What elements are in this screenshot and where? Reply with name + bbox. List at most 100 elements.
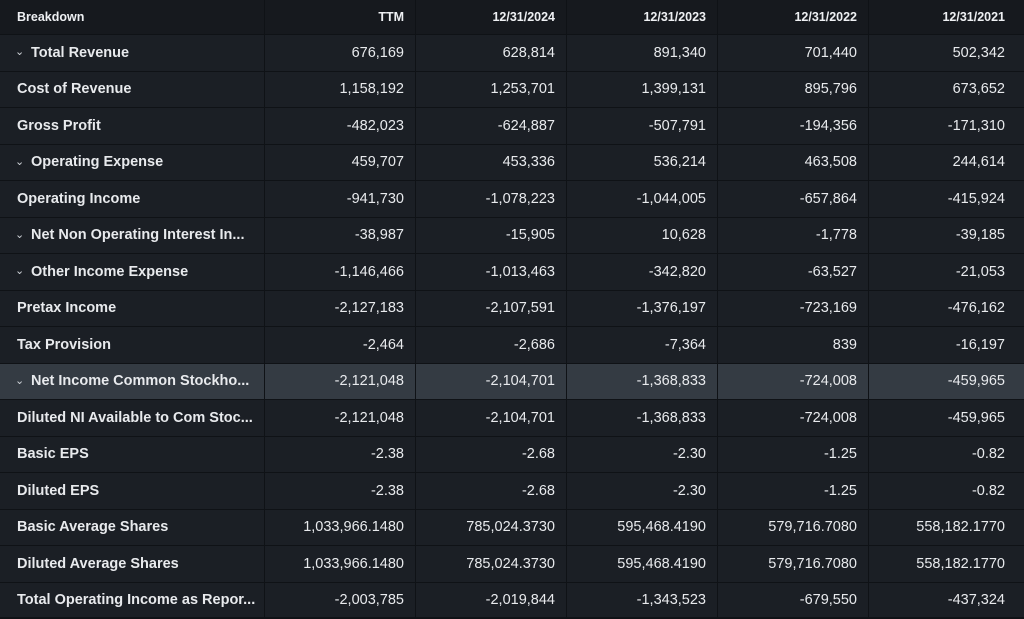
row-label-text: Tax Provision: [17, 337, 111, 353]
value-cell: -7,364: [567, 327, 718, 363]
value-cell: -1,376,197: [567, 291, 718, 327]
value-cell: 676,169: [265, 35, 416, 71]
row-label-text: Diluted EPS: [17, 483, 99, 499]
table-row: Pretax Income-2,127,183-2,107,591-1,376,…: [0, 291, 1024, 328]
column-header-2024[interactable]: 12/31/2024: [416, 0, 567, 34]
table-row[interactable]: ⌄ Net Non Operating Interest In... -38,987…: [0, 218, 1024, 255]
value-cell: 595,468.4190: [567, 546, 718, 582]
value-cell: -63,527: [718, 254, 869, 290]
table-header: Breakdown TTM 12/31/2024 12/31/2023 12/3…: [0, 0, 1024, 35]
value-cell: -2,121,048: [265, 400, 416, 436]
value-cell: -38,987: [265, 218, 416, 254]
value-cell: 785,024.3730: [416, 546, 567, 582]
row-label: Diluted EPS: [0, 473, 265, 509]
value-cell: 839: [718, 327, 869, 363]
table-row: Total Operating Income as Repor...-2,003…: [0, 583, 1024, 619]
value-cell: -459,965: [869, 400, 1022, 436]
value-cell: -1,013,463: [416, 254, 567, 290]
row-label[interactable]: ⌄Total Revenue: [0, 35, 265, 71]
row-label-text: Net Income Common Stockho...: [31, 373, 249, 389]
row-label: Operating Income: [0, 181, 265, 217]
value-cell: -194,356: [718, 108, 869, 144]
value-cell: -724,008: [718, 364, 869, 400]
value-cell: 1,033,966.1480: [265, 510, 416, 546]
row-label-text: Other Income Expense: [31, 264, 188, 280]
value-cell: -415,924: [869, 181, 1022, 217]
row-label[interactable]: ⌄ Other Income Expense: [0, 254, 265, 290]
row-label-text: Cost of Revenue: [17, 81, 131, 97]
value-cell: 595,468.4190: [567, 510, 718, 546]
row-label: Basic EPS: [0, 437, 265, 473]
value-cell: 579,716.7080: [718, 546, 869, 582]
row-label: Tax Provision: [0, 327, 265, 363]
column-header-2022[interactable]: 12/31/2022: [718, 0, 869, 34]
value-cell: -437,324: [869, 583, 1022, 619]
value-cell: -482,023: [265, 108, 416, 144]
value-cell: 701,440: [718, 35, 869, 71]
value-cell: -2.30: [567, 437, 718, 473]
value-cell: 579,716.7080: [718, 510, 869, 546]
value-cell: 1,399,131: [567, 72, 718, 108]
value-cell: 558,182.1770: [869, 546, 1022, 582]
value-cell: -2,003,785: [265, 583, 416, 619]
row-label-text: Net Non Operating Interest In...: [31, 227, 245, 243]
value-cell: -2,104,701: [416, 364, 567, 400]
value-cell: -2.38: [265, 437, 416, 473]
value-cell: 1,158,192: [265, 72, 416, 108]
chevron-down-icon[interactable]: ⌄: [15, 45, 27, 58]
row-label-text: Operating Income: [17, 191, 140, 207]
value-cell: -1,044,005: [567, 181, 718, 217]
row-label[interactable]: ⌄ Net Income Common Stockho...: [0, 364, 265, 400]
value-cell: -15,905: [416, 218, 567, 254]
value-cell: -624,887: [416, 108, 567, 144]
row-label: Gross Profit: [0, 108, 265, 144]
chevron-down-icon[interactable]: ⌄: [15, 264, 27, 277]
chevron-down-icon[interactable]: ⌄: [15, 155, 27, 168]
value-cell: -723,169: [718, 291, 869, 327]
value-cell: 244,614: [869, 145, 1022, 181]
column-header-ttm[interactable]: TTM: [265, 0, 416, 34]
value-cell: -1.25: [718, 473, 869, 509]
value-cell: -476,162: [869, 291, 1022, 327]
value-cell: -657,864: [718, 181, 869, 217]
value-cell: -1,146,466: [265, 254, 416, 290]
value-cell: -2,104,701: [416, 400, 567, 436]
column-header-2021[interactable]: 12/31/2021: [869, 0, 1022, 34]
value-cell: 628,814: [416, 35, 567, 71]
value-cell: -342,820: [567, 254, 718, 290]
value-cell: -2,127,183: [265, 291, 416, 327]
row-label-text: Basic Average Shares: [17, 519, 168, 535]
table-row[interactable]: ⌄Net Income Common Stockho...-2,121,048-…: [0, 364, 1024, 401]
value-cell: -21,053: [869, 254, 1022, 290]
row-label[interactable]: ⌄ Net Non Operating Interest In...: [0, 218, 265, 254]
value-cell: -171,310: [869, 108, 1022, 144]
column-header-2023[interactable]: 12/31/2023: [567, 0, 718, 34]
value-cell: -2,019,844: [416, 583, 567, 619]
chevron-down-icon[interactable]: ⌄: [15, 228, 27, 241]
value-cell: -941,730: [265, 181, 416, 217]
row-label-text: Diluted NI Available to Com Stoc...: [17, 410, 253, 426]
row-label: Total Operating Income as Repor...: [0, 583, 265, 619]
value-cell: 453,336: [416, 145, 567, 181]
value-cell: 502,342: [869, 35, 1022, 71]
row-label: Pretax Income: [0, 291, 265, 327]
row-label: Diluted Average Shares: [0, 546, 265, 582]
row-label-text: Pretax Income: [17, 300, 116, 316]
value-cell: -39,185: [869, 218, 1022, 254]
chevron-down-icon[interactable]: ⌄: [15, 374, 27, 387]
table-row: Gross Profit-482,023-624,887-507,791-194…: [0, 108, 1024, 145]
value-cell: -2,121,048: [265, 364, 416, 400]
value-cell: -679,550: [718, 583, 869, 619]
table-row: Operating Income-941,730-1,078,223-1,044…: [0, 181, 1024, 218]
value-cell: 10,628: [567, 218, 718, 254]
value-cell: -1,778: [718, 218, 869, 254]
value-cell: 673,652: [869, 72, 1022, 108]
value-cell: -2,686: [416, 327, 567, 363]
row-label-text: Gross Profit: [17, 118, 101, 134]
value-cell: -1,368,833: [567, 364, 718, 400]
table-row[interactable]: ⌄ Other Income Expense -1,146,466-1,013,46…: [0, 254, 1024, 291]
row-label[interactable]: ⌄Operating Expense: [0, 145, 265, 181]
